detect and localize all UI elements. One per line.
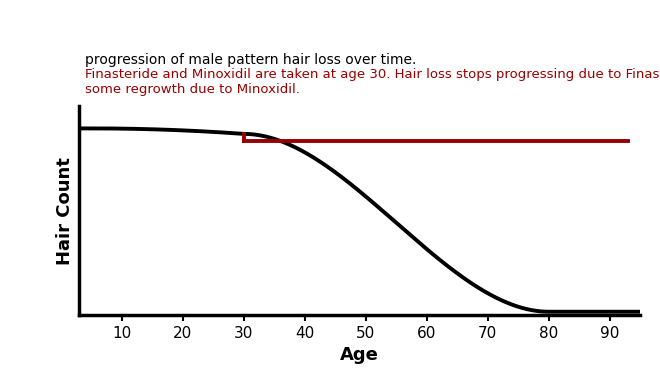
X-axis label: Age: Age <box>341 347 379 364</box>
Text: some regrowth due to Minoxidil.: some regrowth due to Minoxidil. <box>84 83 300 96</box>
Text: Finasteride and Minoxidil are taken at age 30. Hair loss stops progressing due t: Finasteride and Minoxidil are taken at a… <box>84 68 660 81</box>
Text: progression of male pattern hair loss over time.: progression of male pattern hair loss ov… <box>84 53 416 67</box>
Y-axis label: Hair Count: Hair Count <box>55 157 74 265</box>
